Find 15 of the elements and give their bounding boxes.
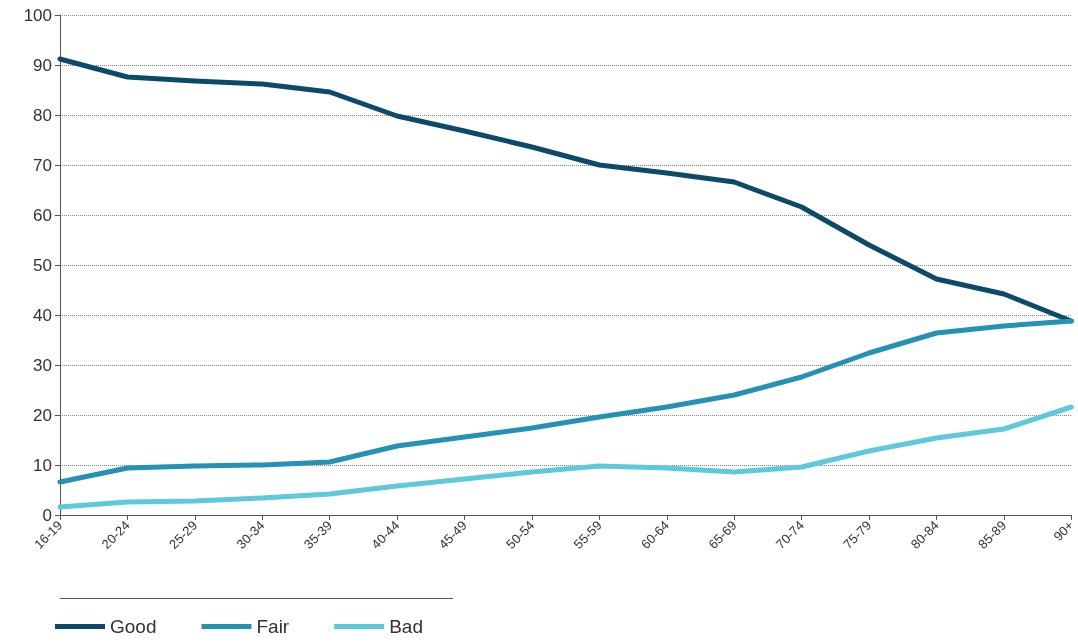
y-tick-label: 20	[33, 405, 52, 425]
y-tick-label: 70	[33, 155, 52, 175]
y-tick-label: 0	[42, 505, 52, 525]
legend-label: Good	[110, 616, 157, 637]
y-tick-label: 60	[33, 205, 52, 225]
y-tick-label: 100	[23, 5, 52, 25]
y-tick-label: 80	[33, 105, 52, 125]
y-tick-label: 30	[33, 355, 52, 375]
legend-label: Fair	[256, 616, 290, 637]
y-tick-label: 50	[33, 255, 52, 275]
y-tick-label: 90	[33, 55, 52, 75]
y-tick-label: 10	[33, 455, 52, 475]
x-tick-label: 90+	[1050, 517, 1077, 544]
legend-label: Bad	[389, 616, 424, 637]
y-tick-label: 40	[33, 305, 52, 325]
